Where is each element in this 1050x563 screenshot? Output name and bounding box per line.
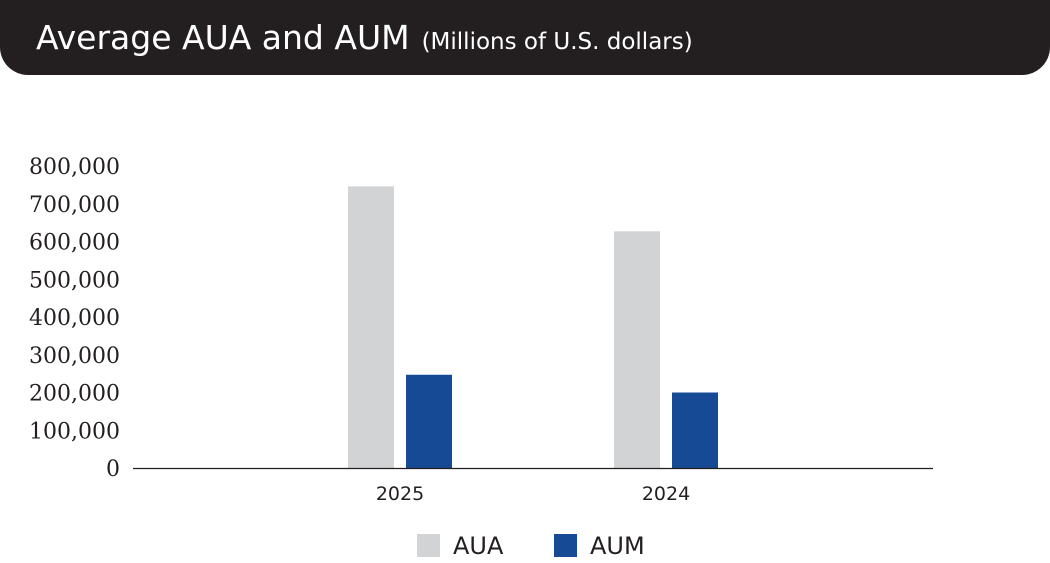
y-tick-label: 600,000: [29, 231, 120, 256]
y-tick-label: 300,000: [29, 344, 120, 369]
y-tick-label: 0: [106, 457, 120, 482]
chart-header: Average AUA and AUM (Millions of U.S. do…: [0, 0, 1050, 75]
y-tick-label: 800,000: [29, 155, 120, 180]
bar-aua-2025: [348, 186, 394, 468]
x-tick-label: 2025: [376, 483, 424, 505]
y-tick-label: 100,000: [29, 419, 120, 444]
y-tick-label: 400,000: [29, 306, 120, 331]
legend-label-aua: AUA: [453, 532, 504, 560]
bar-aua-2024: [614, 231, 660, 468]
x-tick-label: 2024: [642, 483, 690, 505]
y-tick-label: 500,000: [29, 268, 120, 293]
chart-title: Average AUA and AUM: [36, 18, 410, 57]
y-tick-label: 200,000: [29, 382, 120, 407]
legend-swatch-aum: [554, 534, 577, 557]
y-tick-label: 700,000: [29, 193, 120, 218]
legend-label-aum: AUM: [590, 532, 645, 560]
chart-subtitle: (Millions of U.S. dollars): [421, 28, 693, 55]
legend-swatch-aua: [417, 534, 440, 557]
bar-aum-2024: [672, 392, 718, 468]
bar-aum-2025: [406, 374, 452, 468]
